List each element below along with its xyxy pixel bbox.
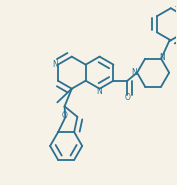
- Text: O: O: [61, 110, 67, 120]
- Text: N: N: [52, 60, 58, 69]
- Text: N: N: [97, 87, 102, 96]
- Text: N: N: [159, 53, 165, 62]
- Text: O: O: [124, 93, 130, 102]
- Text: N: N: [131, 68, 137, 77]
